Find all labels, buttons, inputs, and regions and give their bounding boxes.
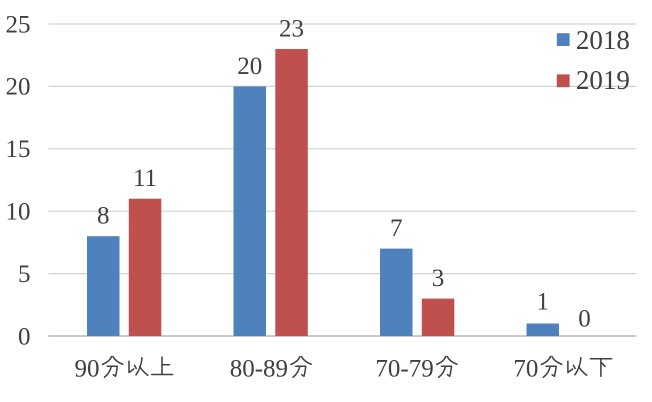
svg-text:2018: 2018	[576, 25, 630, 55]
svg-text:1: 1	[537, 289, 550, 316]
svg-text:5: 5	[18, 261, 31, 288]
svg-text:3: 3	[432, 265, 445, 292]
svg-text:80-89: 80-89	[230, 356, 288, 383]
svg-text:11: 11	[133, 165, 157, 192]
svg-text:20: 20	[237, 53, 262, 80]
svg-text:23: 23	[279, 16, 304, 43]
svg-text:10: 10	[6, 199, 31, 226]
svg-text:0: 0	[18, 323, 31, 350]
svg-text:0: 0	[578, 306, 591, 333]
svg-text:70: 70	[513, 356, 538, 383]
svg-text:70-79: 70-79	[375, 356, 433, 383]
svg-text:90: 90	[75, 356, 100, 383]
svg-text:20: 20	[6, 74, 31, 101]
svg-text:2019: 2019	[576, 65, 630, 95]
svg-text:7: 7	[390, 215, 403, 242]
svg-text:15: 15	[6, 136, 31, 163]
svg-text:25: 25	[6, 11, 31, 38]
svg-text:8: 8	[97, 203, 110, 230]
